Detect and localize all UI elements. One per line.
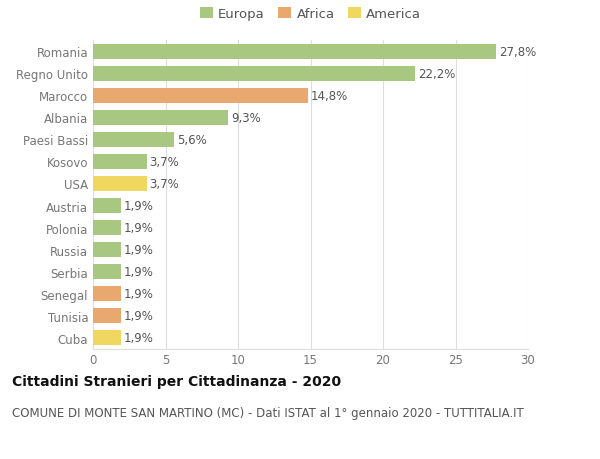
Bar — [93, 177, 146, 191]
Bar — [93, 67, 415, 81]
Text: 3,7%: 3,7% — [149, 156, 179, 168]
Text: 1,9%: 1,9% — [124, 309, 154, 322]
Bar — [93, 89, 308, 103]
Text: 22,2%: 22,2% — [418, 68, 455, 81]
Text: 1,9%: 1,9% — [124, 244, 154, 257]
Bar — [93, 287, 121, 301]
Text: 5,6%: 5,6% — [177, 134, 207, 146]
Bar — [93, 309, 121, 323]
Text: 27,8%: 27,8% — [499, 46, 536, 59]
Text: 1,9%: 1,9% — [124, 222, 154, 235]
Bar — [93, 265, 121, 279]
Text: 1,9%: 1,9% — [124, 331, 154, 344]
Text: 3,7%: 3,7% — [149, 178, 179, 190]
Bar — [93, 221, 121, 235]
Bar — [93, 243, 121, 257]
Text: 9,3%: 9,3% — [231, 112, 260, 125]
Bar — [93, 111, 228, 125]
Text: 1,9%: 1,9% — [124, 265, 154, 279]
Text: Cittadini Stranieri per Cittadinanza - 2020: Cittadini Stranieri per Cittadinanza - 2… — [12, 374, 341, 388]
Bar — [93, 199, 121, 213]
Text: 14,8%: 14,8% — [311, 90, 348, 103]
Bar — [93, 155, 146, 169]
Legend: Europa, Africa, America: Europa, Africa, America — [200, 8, 421, 21]
Bar — [93, 45, 496, 59]
Text: 1,9%: 1,9% — [124, 200, 154, 213]
Bar — [93, 133, 174, 147]
Bar — [93, 331, 121, 345]
Text: COMUNE DI MONTE SAN MARTINO (MC) - Dati ISTAT al 1° gennaio 2020 - TUTTITALIA.IT: COMUNE DI MONTE SAN MARTINO (MC) - Dati … — [12, 406, 524, 419]
Text: 1,9%: 1,9% — [124, 287, 154, 300]
